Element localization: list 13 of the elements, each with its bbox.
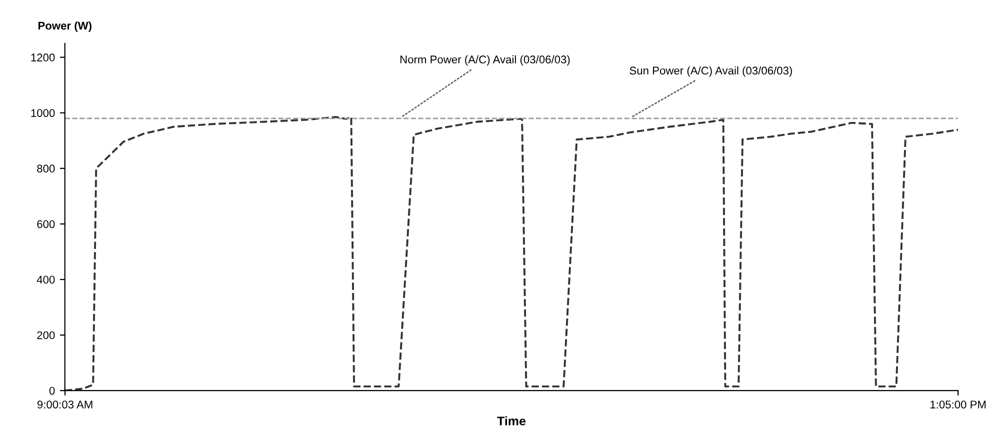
y-tick-label: 1200 bbox=[31, 54, 55, 62]
x-tick-label: 1:05:00 PM bbox=[930, 400, 986, 408]
y-tick-label: 200 bbox=[37, 331, 55, 340]
annotation: Sun Power (A/C) Avail (03/06/03) bbox=[630, 66, 792, 77]
y-tick-label: 600 bbox=[37, 220, 55, 228]
annotation: Norm Power (A/C) Avail (03/06/03) bbox=[400, 55, 570, 66]
x-tick-label: 9:00:03 AM bbox=[37, 400, 92, 408]
y-axis-title: Power (W) bbox=[38, 21, 92, 32]
y-tick-label: 400 bbox=[36, 276, 55, 284]
x-axis-title: Time bbox=[497, 416, 526, 426]
y-tick-label: 800 bbox=[37, 164, 55, 173]
y-tick-label: 0 bbox=[49, 386, 55, 395]
y-tick-label: 1000 bbox=[31, 109, 55, 117]
